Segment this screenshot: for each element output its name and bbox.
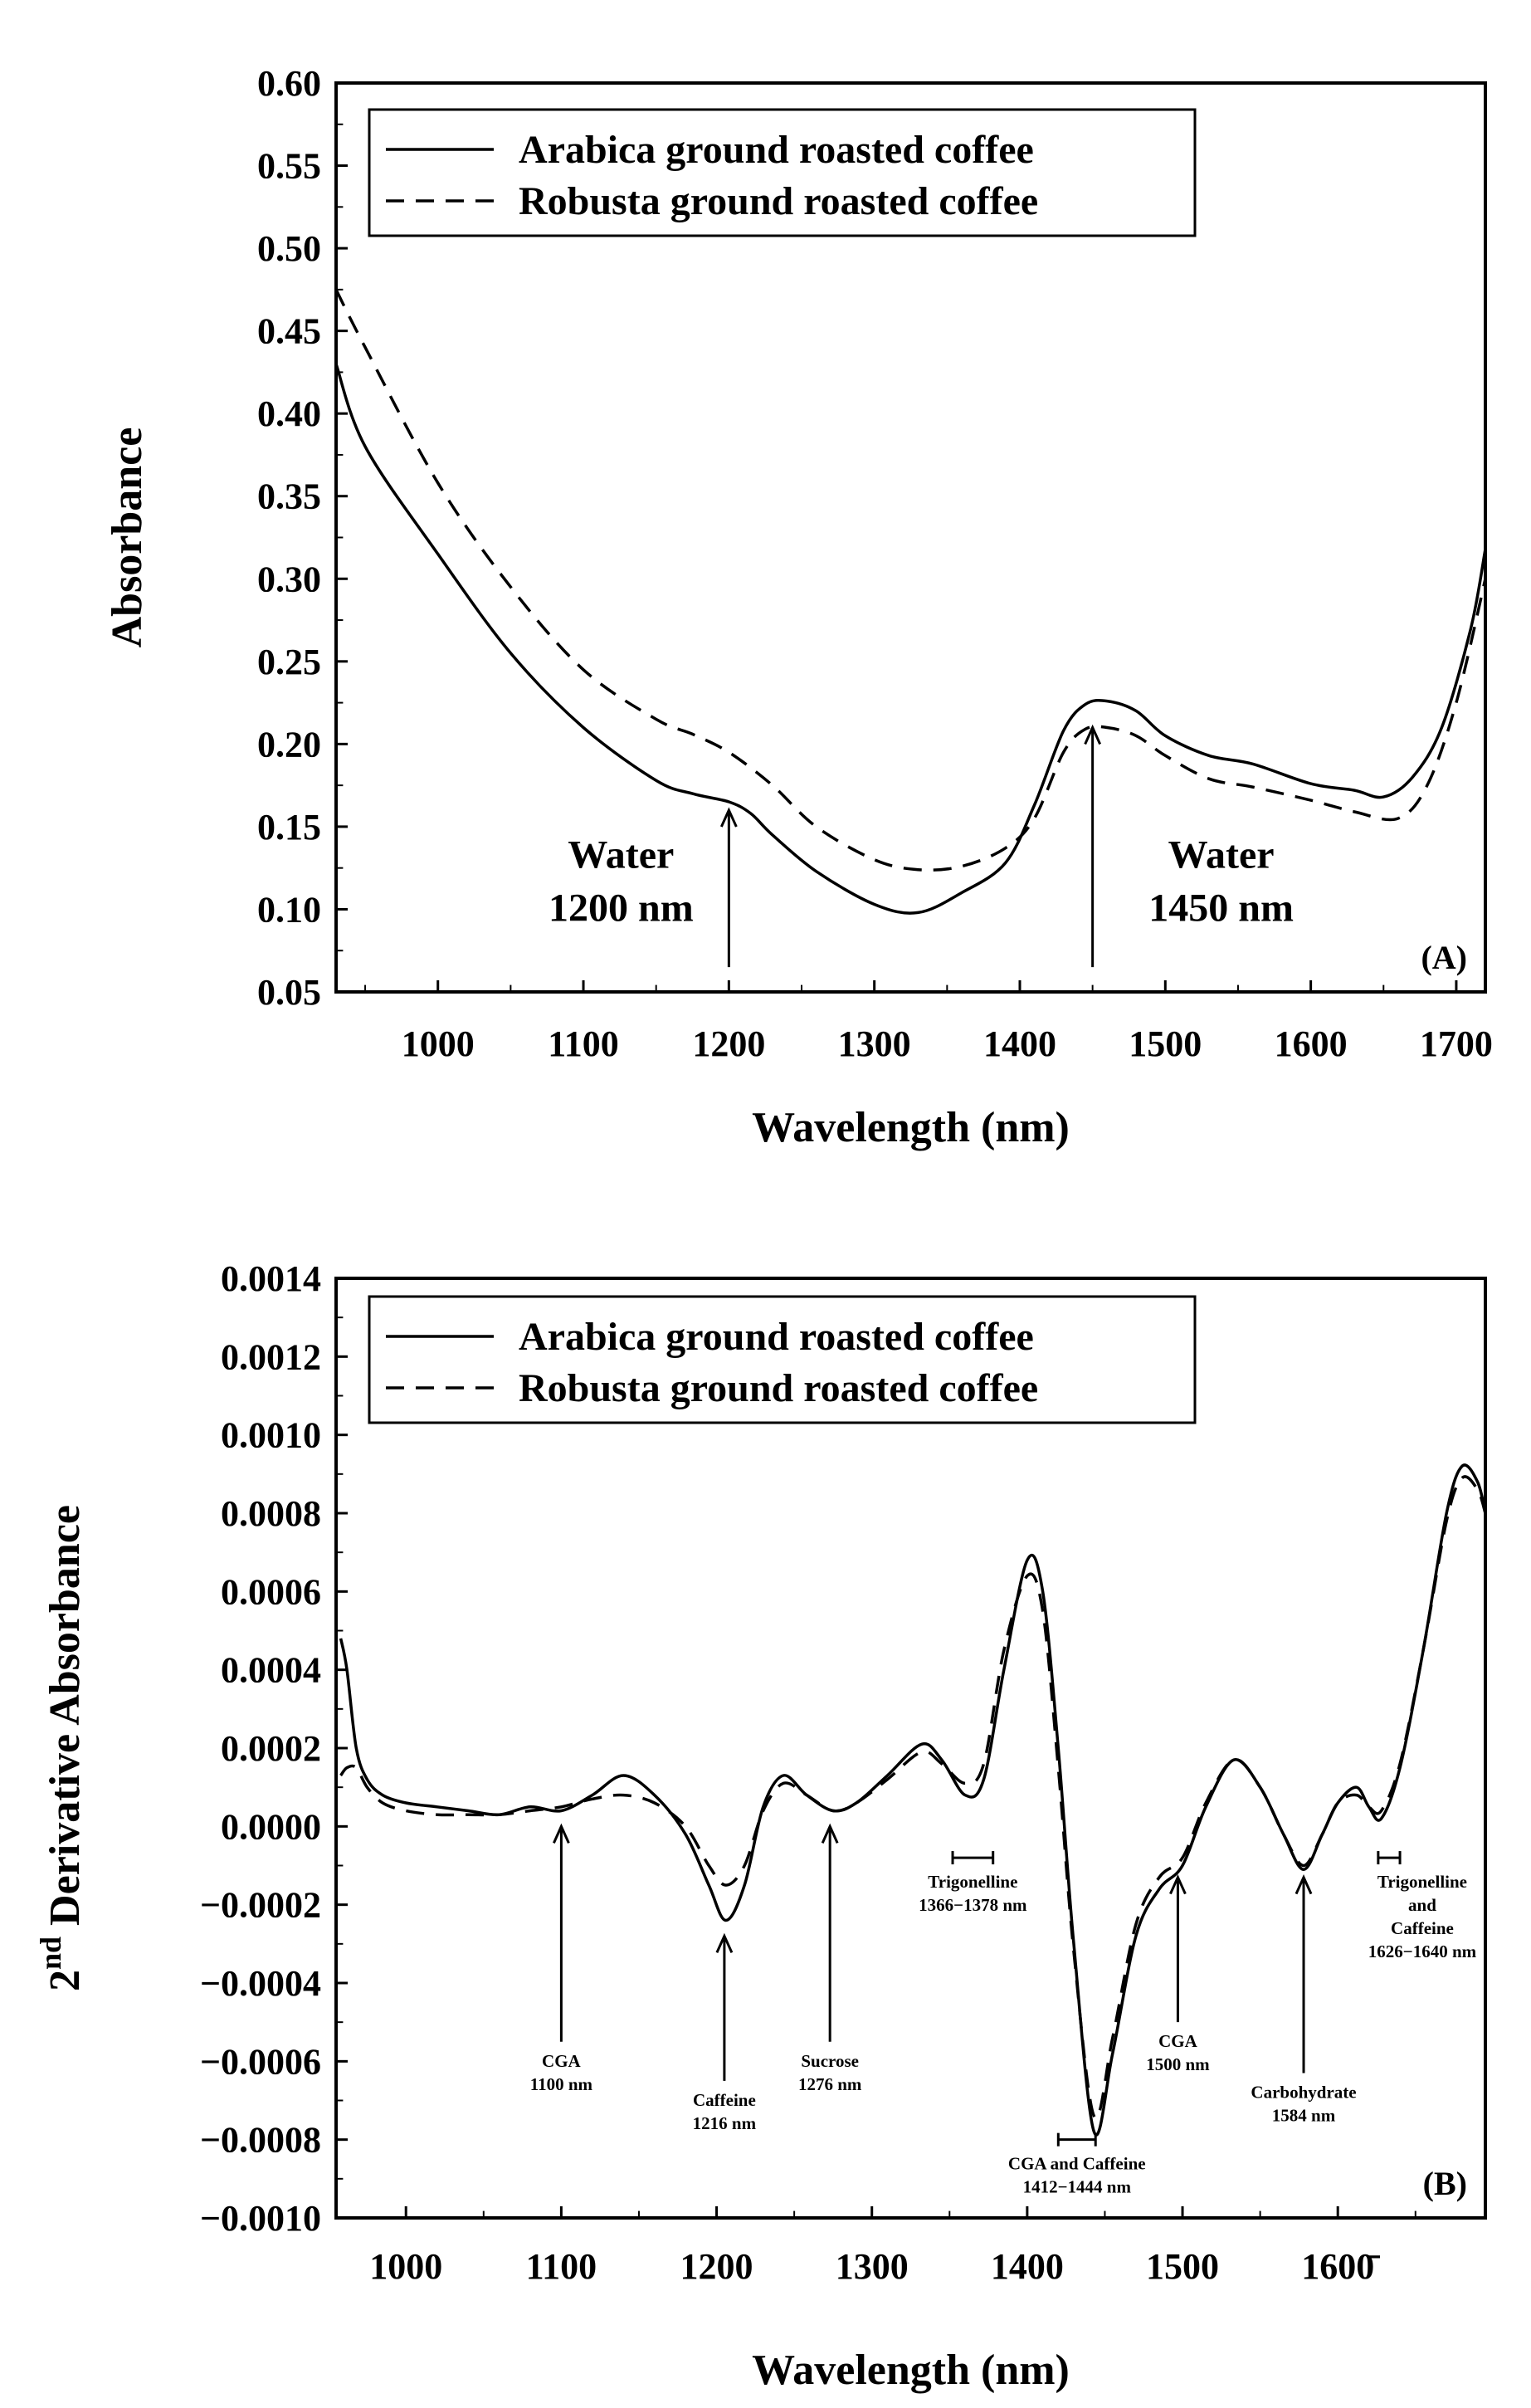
annotation-label: CGA [1158,2031,1198,2051]
y-tick-label: 0.0006 [221,1571,321,1612]
x-tick-label: 1200 [692,1023,765,1064]
annotation-arrowhead [1084,724,1102,745]
annotation-label: Caffeine [693,2090,756,2110]
y-tick-label: 0.35 [257,476,321,517]
annotation-label: 1500 nm [1146,2054,1210,2074]
range-label: 1412−1444 nm [1023,2177,1132,2197]
legend-label: Robusta ground roasted coffee [519,1366,1038,1410]
y-tick-label: 0.40 [257,393,321,434]
panel-label: (A) [1421,939,1467,976]
annotation-label: CGA [542,2051,582,2071]
x-axis-title: Wavelength (nm) [752,2347,1070,2394]
y-axis-title-text: Derivative Absorbance [41,1505,89,1937]
legend-box [368,108,1197,237]
legend-label: Arabica ground roasted coffee [519,1315,1034,1359]
x-tick-label: 1300 [838,1023,911,1064]
legend: Arabica ground roasted coffee Robusta gro… [368,1295,1197,1424]
legend: Arabica ground roasted coffee Robusta gro… [368,108,1197,237]
x-tick-label: 1400 [983,1023,1056,1064]
legend-box [368,1295,1197,1424]
y-tick-label: 0.05 [257,972,321,1013]
x-tick-label: 1000 [369,2246,442,2287]
annotation-arrowhead [719,807,738,828]
x-tick-label: 1000 [402,1023,475,1064]
annotation-label: 1216 nm [693,2113,757,2133]
y-tick-label: 0.10 [257,889,321,930]
legend-label: Arabica ground roasted coffee [519,128,1034,172]
annotation-label: Sucrose [801,2051,859,2071]
x-tick-label: 1100 [526,2246,597,2287]
panel-label: (B) [1423,2165,1467,2202]
y-tick-label: −0.0002 [200,1885,321,1926]
range-label: 1366−1378 nm [919,1895,1027,1915]
y-tick-label: 0.55 [257,146,321,187]
y-tick-label: 0.0012 [221,1336,321,1377]
y-tick-label: −0.0004 [200,1963,321,2004]
y-axis-title: Absorbance [104,427,151,648]
annotation-label: Water [1168,833,1275,877]
annotation-label: 1450 nm [1148,887,1294,930]
y-tick-label: 0.25 [257,642,321,682]
annotation-label: 1200 nm [549,887,694,930]
y-tick-label: 0.30 [257,559,321,599]
x-axis-title: Wavelength (nm) [752,1104,1070,1151]
range-label: CGA and Caffeine [1008,2154,1146,2174]
y-tick-label: 0.0008 [221,1493,321,1534]
x-tick-label: 1500 [1129,1023,1202,1064]
annotation-label: 1100 nm [530,2074,593,2094]
y-tick-label: 0.45 [257,311,321,352]
annotation-arrowhead [821,1823,839,1844]
y-tick-label: 0.0000 [221,1806,321,1847]
annotation-arrowhead [715,1932,734,1954]
y-tick-label: 0.0010 [221,1415,321,1456]
y-tick-label: 0.20 [257,724,321,764]
y-tick-label: 0.15 [257,807,321,847]
annotation-label: 1276 nm [798,2074,862,2094]
y-axis-title-base: 2 [41,1970,89,1991]
range-label: 1626−1640 nm [1368,1942,1477,1961]
x-tick-label: 1400 [991,2246,1064,2287]
annotation-label: 1584 nm [1272,2105,1336,2125]
y-tick-label: 0.0002 [221,1728,321,1769]
range-label: Caffeine [1391,1918,1454,1938]
annotation-arrowhead [1295,1873,1313,1895]
y-tick-label: 0.60 [257,63,321,104]
annotation-label: Carbohydrate [1251,2082,1356,2102]
x-tick-label: 1100 [548,1023,619,1064]
series-line-robusta [336,289,1485,872]
y-axis-title-superscript: nd [34,1937,67,1970]
range-label: Trigonelline [928,1872,1017,1892]
series-line-arabica [339,1463,1485,2137]
y-tick-label: −0.0008 [200,2120,321,2161]
annotation-arrowhead [1169,1873,1187,1895]
y-tick-label: 0.50 [257,228,321,269]
x-tick-label: 1600 [1275,1023,1348,1064]
panel-a-chart: 0.05 0.10 0.15 0.20 0.25 0.30 0.35 0.40 0.45 0.50… [104,63,1493,1151]
range-label: Trigonelline [1377,1872,1467,1892]
annotation-arrowhead [553,1823,570,1844]
x-tick-label: 1300 [836,2246,909,2287]
x-tick-label: 1600̄ [1301,2246,1380,2287]
x-tick-label: 1700 [1420,1023,1493,1064]
y-tick-label: −0.0006 [200,2041,321,2082]
range-label: and [1408,1895,1436,1915]
panel-b-chart: −0.0010 −0.0008 −0.0006 −0.0004 −0.0002 0.000… [34,1258,1487,2394]
annotation-label: Water [568,833,674,877]
legend-label: Robusta ground roasted coffee [519,179,1038,223]
x-tick-label: 1500 [1146,2246,1219,2287]
y-axis-title: 2nd Derivative Absorbance [34,1505,89,1991]
y-tick-label: 0.0004 [221,1650,321,1691]
y-tick-label: −0.0010 [200,2198,321,2239]
x-tick-label: 1200 [680,2246,753,2287]
series-line-arabica [336,363,1485,915]
series-line-robusta [339,1475,1485,2120]
y-tick-label: 0.0014 [221,1258,321,1299]
